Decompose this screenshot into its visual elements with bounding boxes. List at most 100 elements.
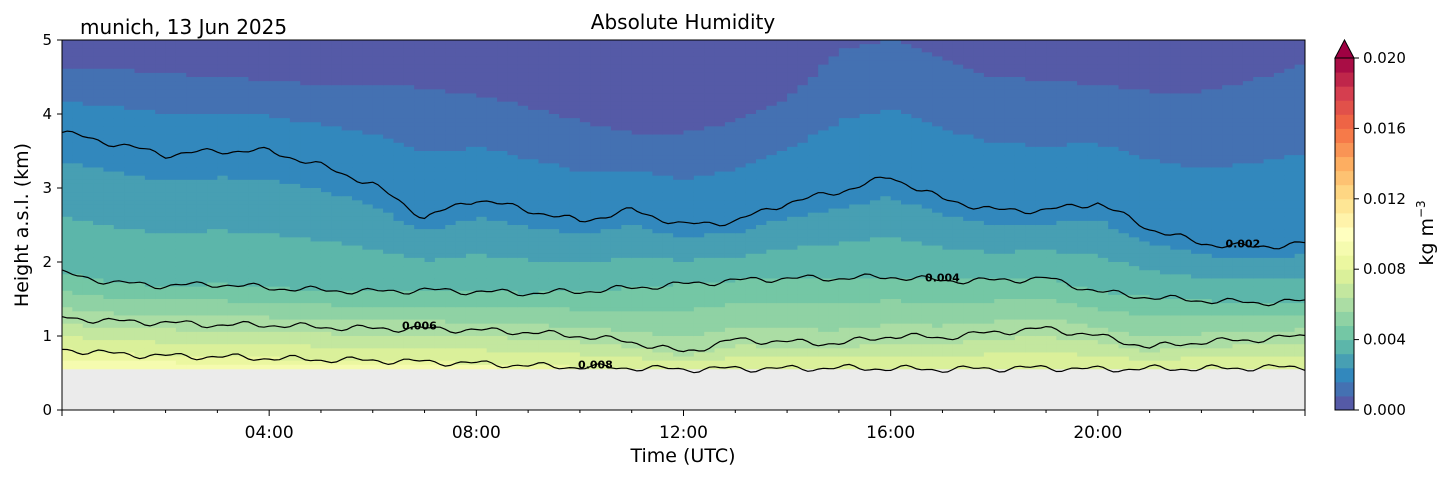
field-cell [621, 323, 633, 329]
field-cell [175, 101, 187, 107]
field-cell [82, 192, 94, 197]
field-cell [82, 331, 94, 337]
field-cell [186, 146, 198, 152]
field-cell [352, 192, 363, 197]
field-cell [683, 278, 695, 284]
field-cell [134, 72, 146, 78]
field-cell [144, 188, 156, 193]
field-cell [372, 56, 384, 62]
field-cell [548, 151, 560, 156]
field-cell [72, 155, 84, 160]
field-cell [673, 352, 685, 358]
field-cell [507, 204, 519, 210]
field-cell [621, 360, 633, 366]
field-cell [227, 348, 239, 354]
field-cell [642, 253, 654, 259]
field-cell [383, 114, 395, 119]
field-cell [445, 319, 457, 325]
field-cell [62, 245, 73, 251]
field-cell [269, 118, 281, 123]
field-cell [175, 200, 187, 206]
field-cell [559, 52, 571, 58]
field-cell [642, 64, 654, 70]
field-cell [72, 344, 84, 349]
field-cell [631, 114, 643, 119]
field-cell [497, 134, 509, 140]
field-cell [196, 192, 208, 197]
field-cell [673, 257, 685, 263]
field-cell [341, 257, 353, 263]
field-cell [414, 60, 426, 66]
field-cell [414, 262, 426, 267]
field-cell [175, 253, 187, 259]
field-cell [341, 81, 353, 86]
field-cell [196, 216, 208, 222]
field-cell [579, 257, 591, 263]
field-cell [320, 105, 332, 111]
field-cell [600, 307, 612, 312]
field-cell [693, 138, 705, 144]
field-cell [227, 155, 239, 160]
field-cell [403, 274, 415, 280]
field-cell [124, 229, 136, 234]
field-cell [103, 159, 115, 164]
field-cell [424, 282, 436, 288]
field-cell [289, 249, 301, 255]
field-cell [517, 364, 529, 370]
field-cell [497, 352, 509, 358]
field-cell [673, 344, 685, 349]
field-cell [300, 159, 312, 164]
field-cell [590, 229, 602, 234]
field-cell [62, 85, 73, 90]
field-cell [610, 97, 622, 103]
field-cell [82, 229, 94, 234]
field-cell [113, 303, 125, 308]
field-cell [227, 89, 239, 95]
field-cell [673, 286, 685, 292]
field-cell [331, 171, 343, 177]
field-cell [579, 315, 591, 321]
field-cell [662, 233, 674, 238]
field-cell [662, 286, 674, 292]
field-cell [693, 319, 705, 325]
field-cell [507, 220, 519, 226]
field-cell [372, 155, 384, 160]
field-cell [673, 188, 685, 193]
field-cell [155, 64, 167, 70]
field-cell [538, 93, 550, 99]
field-cell [403, 77, 415, 82]
field-cell [341, 241, 353, 247]
field-cell [693, 68, 705, 74]
field-cell [455, 319, 467, 325]
field-cell [93, 233, 105, 238]
field-cell [455, 220, 467, 226]
field-cell [289, 44, 301, 49]
field-cell [497, 220, 509, 226]
field-cell [403, 167, 415, 173]
field-cell [165, 237, 177, 243]
field-cell [72, 146, 84, 152]
field-cell [196, 93, 208, 99]
field-cell [341, 93, 353, 99]
field-cell [352, 159, 363, 164]
field-cell [579, 175, 591, 181]
field-cell [93, 220, 105, 226]
field-cell [217, 319, 229, 325]
field-cell [642, 167, 654, 173]
field-cell [362, 146, 374, 152]
field-cell [517, 171, 529, 177]
field-cell [465, 245, 477, 251]
field-cell [93, 364, 105, 370]
field-cell [569, 52, 581, 58]
field-cell [621, 60, 633, 66]
field-cell [207, 241, 218, 247]
field-cell [113, 294, 125, 300]
field-cell [258, 134, 270, 140]
field-cell [320, 48, 332, 53]
field-cell [341, 237, 353, 243]
field-cell [424, 126, 436, 132]
field-cell [269, 64, 281, 70]
field-cell [103, 183, 115, 189]
field-cell [403, 229, 415, 234]
field-cell [165, 130, 177, 136]
